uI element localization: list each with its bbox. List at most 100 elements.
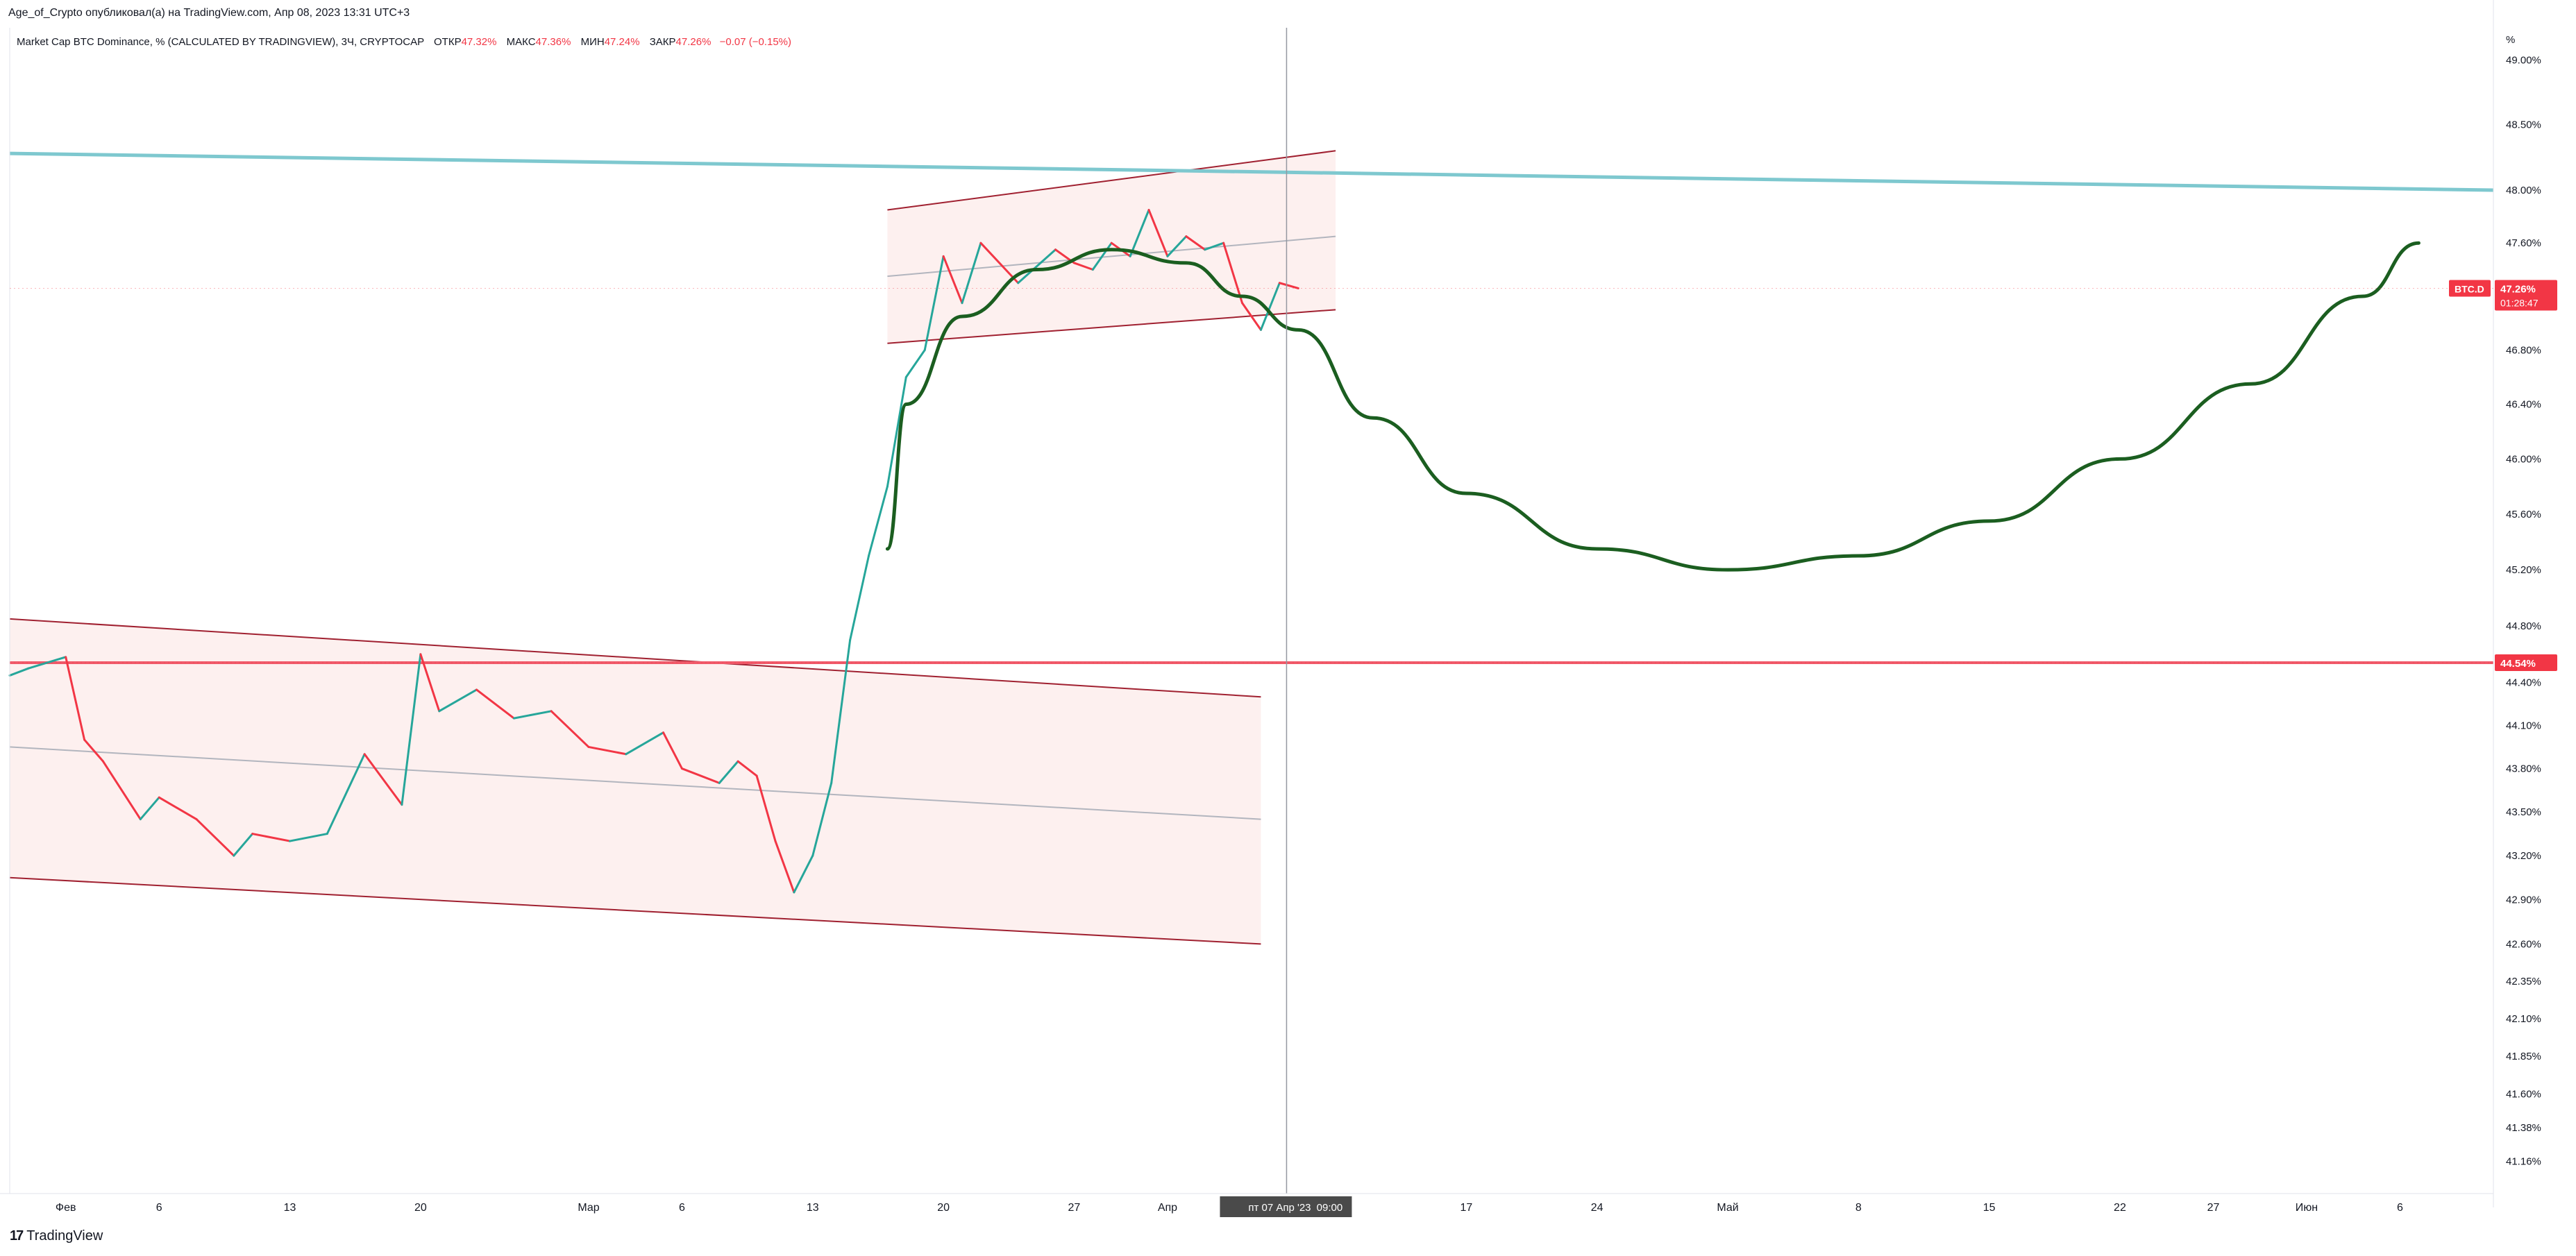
price-segment	[363, 753, 403, 806]
price-segment	[718, 760, 739, 784]
price-segment	[961, 241, 982, 305]
price-segment	[923, 255, 945, 351]
y-tick-label: 45.60%	[2506, 509, 2541, 520]
crosshair-date-box	[1220, 1196, 1352, 1217]
price-segment	[886, 375, 907, 488]
price-label-value: 47.26%	[2500, 283, 2536, 295]
x-tick-label: 6	[679, 1202, 685, 1214]
x-tick-label: Мар	[578, 1202, 599, 1214]
price-segment	[27, 656, 67, 670]
channel-layer	[9, 150, 1336, 945]
price-segment	[251, 833, 292, 842]
y-tick-label: 46.80%	[2506, 344, 2541, 356]
price-label-box	[2495, 280, 2557, 311]
y-tick-label: 41.38%	[2506, 1122, 2541, 1134]
x-tick-label: Май	[1717, 1202, 1738, 1214]
price-axis-unit: %	[2506, 34, 2515, 46]
x-tick-label: 6	[2397, 1202, 2403, 1214]
price-segment	[195, 818, 235, 857]
price-segment	[849, 554, 870, 641]
price-segment	[1259, 282, 1281, 331]
price-axis[interactable]: % 49.00% 48.50% 48.00% 47.60% 46.80% 46.40% 46.…	[9, 0, 2541, 1207]
price-segment	[755, 774, 777, 842]
y-tick-label: 48.50%	[2506, 119, 2541, 131]
symbol-legend: Market Cap BTC Dominance, % (CALCULATED …	[17, 36, 791, 48]
resistance-line	[9, 151, 2494, 192]
price-segment	[419, 653, 441, 713]
x-tick-label: 6	[156, 1202, 162, 1214]
price-segment	[1129, 209, 1150, 257]
open-label: ОТКР	[434, 36, 462, 48]
x-tick-label: Июн	[2296, 1202, 2318, 1214]
low-label: МИН	[580, 36, 605, 48]
price-segment	[401, 653, 422, 806]
change-value: −0.07 (−0.15%)	[719, 36, 791, 48]
price-label-box	[2495, 654, 2557, 672]
high-value: 47.36%	[535, 36, 571, 48]
price-segment	[550, 710, 590, 748]
x-tick-label: Апр	[1158, 1202, 1177, 1214]
time-axis[interactable]: Фев 6 13 20 Мар 6 13 20 27 Апр 17 24 Май 8 15 22 27 Июн 6	[0, 1193, 2493, 1214]
crosshair-date-label: пт 07 Апр '23	[1248, 1202, 1311, 1214]
price-segment	[774, 840, 795, 894]
y-tick-label: 47.60%	[2506, 237, 2541, 249]
price-label-layer: 47.26% 01:28:47 BTC.D 44.54%	[10, 280, 2557, 672]
price-segment	[8, 667, 30, 677]
y-tick-label: 42.60%	[2506, 938, 2541, 950]
symbol-tag-label: BTC.D	[2455, 283, 2484, 294]
price-segment	[102, 760, 142, 821]
close-label: ЗАКР	[649, 36, 676, 48]
y-tick-label: 44.80%	[2506, 620, 2541, 632]
price-segment	[1166, 235, 1188, 257]
price-segment	[680, 767, 721, 784]
price-label-countdown: 01:28:47	[2500, 297, 2539, 308]
y-tick-label: 42.10%	[2506, 1013, 2541, 1025]
rising-channel-upper	[887, 150, 1336, 211]
price-segment	[475, 688, 515, 720]
price-segment	[811, 781, 833, 857]
price-segment	[830, 638, 852, 784]
publish-info: Age_of_Crypto опубликовал(а) на TradingV…	[8, 7, 410, 19]
close-value: 47.26%	[675, 36, 712, 48]
x-tick-label: 13	[284, 1202, 296, 1214]
y-tick-label: 43.80%	[2506, 763, 2541, 775]
price-segment	[1222, 241, 1244, 305]
price-segment	[868, 485, 889, 557]
open-value: 47.32%	[461, 36, 497, 48]
descending-channel-lower	[9, 876, 1261, 945]
x-tick-label: 27	[2207, 1202, 2220, 1214]
tradingview-mark-icon: 17	[10, 1228, 24, 1244]
crosshair-layer: пт 07 Апр '23 09:00	[1220, 28, 1352, 1217]
y-tick-label: 42.35%	[2506, 976, 2541, 987]
price-label-value: 44.54%	[2500, 658, 2536, 670]
high-label: МАКС	[506, 36, 536, 48]
price-segment	[83, 738, 105, 763]
rising-channel-mid	[887, 235, 1336, 278]
x-tick-label: 17	[1460, 1202, 1472, 1214]
tradingview-logo: 17 TradingView	[10, 1228, 103, 1244]
x-tick-label: 13	[807, 1202, 819, 1214]
x-tick-label: 27	[1068, 1202, 1081, 1214]
price-segment	[662, 731, 683, 770]
y-tick-label: 46.00%	[2506, 453, 2541, 465]
crosshair-time-label: 09:00	[1317, 1202, 1343, 1214]
descending-channel-fill	[10, 618, 1261, 944]
symbol-title: Market Cap BTC Dominance, % (CALCULATED …	[17, 36, 424, 48]
descending-channel-mid	[9, 746, 1261, 820]
low-value: 47.24%	[604, 36, 640, 48]
y-tick-label: 44.10%	[2506, 720, 2541, 731]
y-tick-label: 43.20%	[2506, 850, 2541, 862]
price-segment	[1204, 241, 1225, 251]
price-segment	[793, 854, 814, 894]
brand-name: TradingView	[26, 1228, 103, 1244]
price-segment	[512, 710, 553, 720]
x-tick-label: 15	[1983, 1202, 1996, 1214]
price-segment	[139, 796, 160, 821]
price-segment	[233, 833, 254, 857]
price-segment	[1147, 209, 1169, 257]
series-layer	[8, 209, 2421, 894]
price-segment	[625, 731, 665, 756]
y-tick-label: 43.50%	[2506, 806, 2541, 818]
y-tick-label: 41.16%	[2506, 1155, 2541, 1167]
